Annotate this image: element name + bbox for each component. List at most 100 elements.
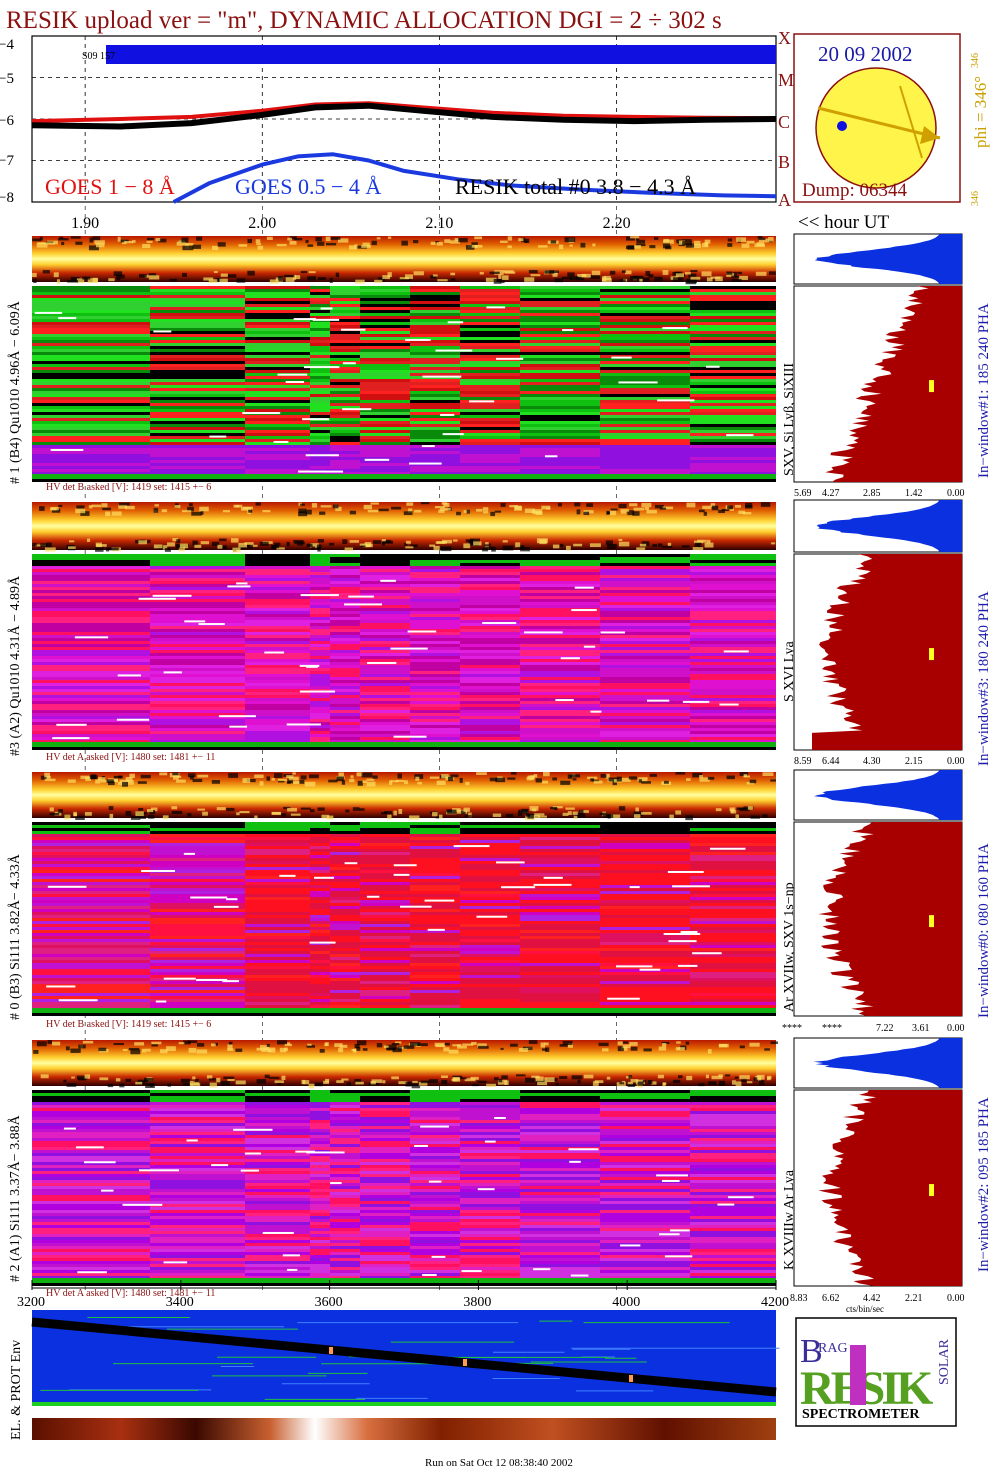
spectrogram-cell — [32, 409, 150, 412]
spectrogram-cell — [360, 349, 410, 352]
spectrogram-cell — [245, 1261, 310, 1264]
spectrogram-cell — [460, 692, 520, 695]
spectrogram-cell — [690, 840, 776, 843]
spectrogram-highlight — [309, 941, 336, 944]
spectrogram-cell — [460, 397, 520, 400]
spectrogram-cell — [32, 1273, 150, 1276]
spectrogram-cell — [32, 301, 150, 304]
band-speckle — [489, 271, 500, 275]
spectrogram-cell — [32, 825, 150, 828]
spectrogram-cell — [410, 587, 460, 590]
band-speckle — [443, 1047, 450, 1052]
spectrogram-cell — [32, 557, 150, 560]
spectrogram-highlight — [639, 968, 661, 971]
spectrogram-cell — [360, 590, 410, 593]
logo-b: B — [800, 1333, 823, 1370]
window-marker — [929, 1184, 934, 1197]
spectrogram-cell — [150, 1213, 245, 1216]
band-speckle — [262, 510, 271, 513]
spectrogram-cell — [600, 1177, 690, 1180]
band-speckle — [350, 775, 354, 779]
spectrogram-cell — [520, 442, 600, 445]
band-speckle — [605, 540, 613, 545]
band-speckle — [567, 811, 572, 816]
spectrogram-cell — [150, 963, 245, 966]
spectrogram-cell — [410, 656, 460, 659]
band-speckle — [78, 1044, 86, 1049]
run-timestamp: Run on Sat Oct 12 08:38:40 2002 — [425, 1457, 573, 1469]
spectrogram-cell — [150, 1168, 245, 1171]
band-speckle — [745, 505, 753, 509]
spectrogram-cell — [600, 915, 690, 918]
spectrogram-cell — [600, 289, 690, 292]
spectrogram-cell — [460, 939, 520, 942]
spectrogram-cell — [690, 725, 776, 728]
spectrogram-cell — [310, 472, 330, 475]
spectrogram-cell — [32, 373, 150, 376]
spectrogram-cell — [245, 903, 310, 906]
spectrogram-cell — [150, 1204, 245, 1207]
line-label: Ar XVIIw, SXV 1s−np — [782, 882, 797, 1012]
band-speckle — [140, 774, 151, 779]
spectrogram-cell — [150, 1231, 245, 1234]
spectrogram-cell — [245, 686, 310, 689]
spectrogram-highlight — [428, 1180, 442, 1183]
spectrogram-cell — [32, 1002, 150, 1005]
spectrogram-cell — [410, 310, 460, 313]
spectrogram-highlight — [74, 636, 109, 639]
channel-tick-label: 3200 — [17, 1295, 45, 1310]
spectrogram-cell — [520, 361, 600, 364]
band-speckle — [135, 811, 144, 817]
spectrogram-cell — [330, 957, 360, 960]
band-speckle — [705, 1074, 710, 1079]
spectrogram-cell — [460, 370, 520, 373]
spectrogram-cell — [245, 722, 310, 725]
spectrogram-cell — [245, 927, 310, 930]
spectrogram-cell — [600, 403, 690, 406]
spectrogram-cell — [460, 1195, 520, 1198]
phi-line — [899, 85, 923, 159]
band-speckle — [36, 242, 48, 248]
band-speckle — [92, 277, 98, 283]
band-speckle — [606, 511, 611, 515]
legend-goes-long: GOES 1 − 8 Å — [45, 174, 175, 199]
spectrogram-cell — [600, 1156, 690, 1159]
band-speckle — [190, 1083, 201, 1087]
spectrogram-cell — [600, 1261, 690, 1264]
spectrogram-cell — [410, 418, 460, 421]
spectrogram-cell — [520, 1174, 600, 1177]
spectrogram-cell — [330, 638, 360, 641]
spectrogram-cell — [310, 1002, 330, 1005]
spectrogram-cell — [690, 689, 776, 692]
logo-rag: RAG — [818, 1341, 848, 1356]
band-speckle — [692, 547, 704, 551]
spectrogram-highlight — [486, 306, 506, 309]
goes-class-m: M — [778, 70, 794, 90]
spectrogram-cell — [245, 987, 310, 990]
sun-disk — [815, 67, 937, 189]
spectrogram-cell — [245, 1213, 310, 1216]
spectrogram-cell — [245, 915, 310, 918]
spectrogram-cell — [520, 584, 600, 587]
band-speckle — [124, 240, 134, 244]
spectrogram-cell — [690, 996, 776, 999]
spectrogram-cell — [410, 662, 460, 665]
spectrogram-highlight — [453, 845, 490, 848]
band-speckle — [620, 509, 630, 512]
spectrogram-cell — [410, 867, 460, 870]
spectrogram-cell — [360, 406, 410, 409]
spectrogram-cell — [460, 704, 520, 707]
band-speckle — [558, 244, 564, 250]
spectrogram-cell — [460, 867, 520, 870]
spectrogram-cell — [690, 828, 776, 831]
spectrogram-cell — [690, 939, 776, 942]
spectrogram-cell — [520, 578, 600, 581]
band-speckle — [685, 243, 695, 248]
spectrogram-cell — [600, 900, 690, 903]
band-speckle — [314, 1082, 323, 1087]
band-speckle — [391, 1076, 399, 1080]
spectrogram-cell — [330, 1105, 360, 1108]
spectrogram-cell — [245, 343, 310, 346]
spectrogram-cell — [690, 719, 776, 722]
spectrogram-cell — [460, 337, 520, 340]
